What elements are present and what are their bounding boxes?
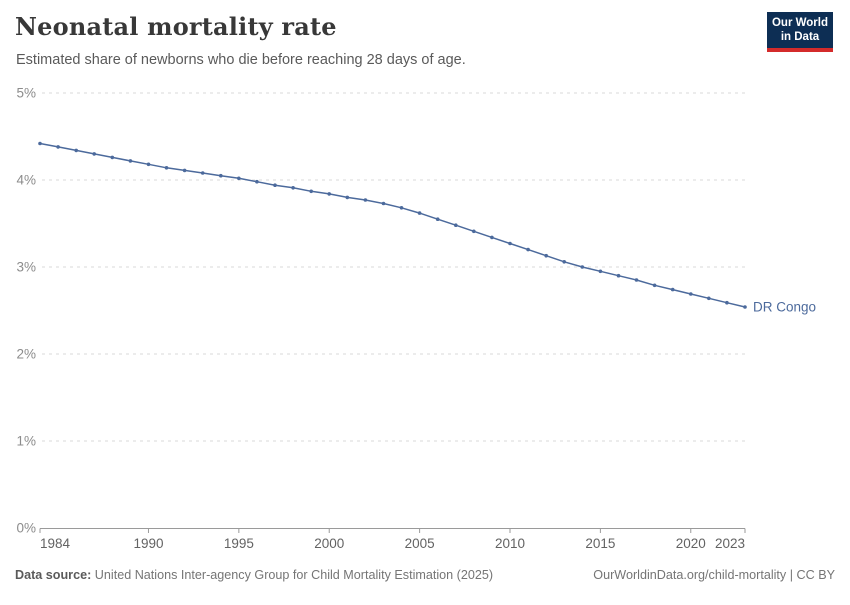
data-point-marker[interactable] — [417, 211, 422, 215]
data-point-marker[interactable] — [580, 265, 585, 269]
data-point-marker[interactable] — [508, 241, 512, 246]
owid-logo[interactable]: Our World in Data — [767, 12, 833, 52]
data-source: Data source: United Nations Inter-agency… — [15, 568, 493, 582]
footer-license[interactable]: OurWorldinData.org/child-mortality | CC … — [593, 568, 835, 582]
data-point-marker[interactable] — [92, 152, 96, 156]
owid-logo-line1: Our World — [771, 17, 828, 29]
data-point-marker[interactable] — [327, 192, 332, 196]
data-point-marker[interactable] — [309, 189, 314, 194]
x-axis-tick-label: 1990 — [133, 536, 163, 551]
data-point-marker[interactable] — [454, 223, 458, 227]
data-point-marker[interactable] — [237, 176, 241, 181]
x-axis-tick-label: 2015 — [585, 536, 615, 551]
x-axis-tick-label: 1984 — [40, 536, 71, 551]
y-axis-tick-label: 1% — [16, 434, 36, 449]
data-point-marker[interactable] — [164, 166, 169, 170]
y-axis-tick-label: 3% — [16, 260, 36, 275]
data-point-marker[interactable] — [652, 283, 657, 288]
data-point-marker[interactable] — [200, 171, 205, 175]
data-point-marker[interactable] — [110, 155, 115, 160]
data-point-marker[interactable] — [56, 145, 60, 149]
chart-subtitle: Estimated share of newborns who die befo… — [16, 52, 466, 68]
data-point-marker[interactable] — [38, 141, 42, 146]
data-point-marker[interactable] — [255, 179, 259, 184]
data-point-marker[interactable] — [725, 300, 729, 305]
x-axis-tick-label: 2000 — [314, 536, 344, 551]
y-axis-tick-label: 0% — [16, 521, 36, 536]
data-point-marker[interactable] — [363, 198, 368, 202]
line-series[interactable] — [39, 142, 746, 308]
data-source-text: United Nations Inter-agency Group for Ch… — [94, 568, 494, 582]
data-point-marker[interactable] — [74, 148, 78, 153]
data-point-marker[interactable] — [598, 269, 603, 274]
x-axis-tick-label: 2023 — [715, 536, 745, 551]
data-point-marker[interactable] — [128, 159, 133, 163]
data-point-marker[interactable] — [743, 305, 747, 309]
x-axis-tick-label: 2005 — [405, 536, 435, 551]
data-point-marker[interactable] — [490, 235, 494, 240]
data-source-label: Data source: — [15, 568, 92, 582]
x-axis-tick-label: 1995 — [224, 536, 254, 551]
owid-logo-line2: in Data — [780, 30, 820, 43]
data-point-marker[interactable] — [472, 229, 476, 234]
data-point-marker[interactable] — [399, 206, 404, 210]
data-point-marker[interactable] — [345, 195, 350, 200]
data-point-marker[interactable] — [146, 162, 151, 167]
series-entity-label[interactable]: DR Congo — [753, 300, 816, 315]
data-point-marker[interactable] — [219, 173, 223, 178]
data-point-marker[interactable] — [544, 253, 548, 258]
data-point-marker[interactable] — [670, 287, 675, 292]
data-point-marker[interactable] — [562, 260, 566, 264]
data-point-marker[interactable] — [616, 273, 621, 278]
data-point-marker[interactable] — [526, 247, 530, 252]
y-axis-tick-label: 5% — [16, 86, 36, 101]
data-point-marker[interactable] — [273, 183, 277, 187]
x-axis-tick-label: 2010 — [495, 536, 525, 551]
data-point-marker[interactable] — [182, 168, 187, 173]
x-axis-tick-label: 2020 — [676, 536, 706, 551]
data-point-marker[interactable] — [291, 186, 295, 190]
data-point-marker[interactable] — [689, 292, 693, 296]
y-axis-tick-label: 2% — [16, 347, 36, 362]
data-point-marker[interactable] — [707, 296, 711, 301]
data-point-marker[interactable] — [435, 217, 440, 221]
data-point-marker[interactable] — [381, 201, 386, 206]
page-title: Neonatal mortality rate — [15, 12, 337, 41]
y-axis-tick-label: 4% — [16, 173, 36, 188]
data-point-marker[interactable] — [634, 278, 639, 282]
